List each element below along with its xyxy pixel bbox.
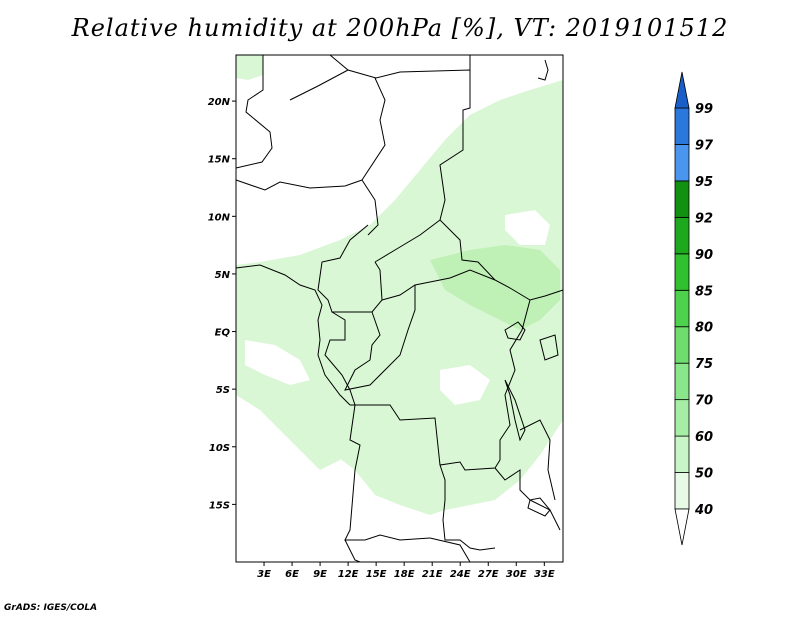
colorbar-label: 92 (695, 211, 713, 226)
colorbar-label: 85 (695, 284, 713, 299)
lon-tick-label: 3E (257, 569, 271, 580)
colorbar-label: 40 (694, 503, 713, 518)
lon-tick-label: 6E (285, 569, 299, 580)
colorbar-min-arrow (674, 508, 690, 546)
lake-outline (527, 499, 551, 517)
lat-tick-label: 5N (215, 270, 231, 281)
lake-outline (539, 334, 559, 361)
lat-tick-label: EQ (215, 328, 231, 339)
colorbar-label: 80 (695, 321, 713, 336)
lon-tick-label: 21E (422, 569, 443, 580)
colorbar-segment (674, 180, 690, 218)
colorbar-label: 99 (695, 102, 713, 117)
lon-tick-label: 24E (450, 569, 471, 580)
colorbar-segment (674, 326, 690, 364)
grads-credit: GrADS: IGES/COLA (4, 603, 98, 613)
border-line (374, 219, 441, 263)
colorbar-segment (674, 289, 690, 328)
humidity-region-clear-3 (505, 210, 550, 245)
colorbar-label: 90 (695, 248, 713, 263)
map-frame (235, 54, 564, 563)
colorbar-label: 70 (695, 394, 713, 409)
border-line (350, 299, 531, 471)
lon-tick-label: 12E (338, 569, 359, 580)
border-line (519, 419, 556, 501)
coastline (235, 264, 351, 406)
border-line (381, 269, 496, 301)
border-line (235, 55, 273, 169)
lon-tick-label: 33E (534, 569, 555, 580)
country-borders (235, 54, 564, 563)
lat-tick-label: 15N (208, 155, 231, 166)
colorbar-segment (674, 144, 690, 182)
border-line (439, 464, 496, 551)
lat-tick-label: 10S (209, 443, 230, 454)
coastline-east (537, 59, 549, 81)
colorbar-segment (674, 472, 690, 510)
colorbar: 40 50 60 70 75 80 85 90 92 95 97 99 (674, 71, 714, 546)
humidity-region-north (236, 55, 263, 80)
colorbar-label: 60 (695, 430, 713, 445)
lon-tick-label: 9E (313, 569, 327, 580)
lake-outline (504, 321, 526, 341)
colorbar-max-arrow (674, 71, 690, 109)
lat-tick-label: 5S (216, 385, 230, 396)
colorbar-segment (674, 362, 690, 401)
lat-tick-label: 10N (208, 212, 231, 223)
lake-outline (504, 379, 526, 442)
longitude-axis: 3E 6E 9E 12E 15E 18E 21E 24E 27E 30E 33E (257, 562, 555, 580)
lon-tick-label: 30E (506, 569, 527, 580)
border-line (344, 537, 471, 563)
lat-tick-label: 15S (209, 500, 230, 511)
border-line (324, 311, 356, 406)
colorbar-segment (674, 399, 690, 437)
colorbar-segment (674, 107, 690, 145)
border-line (317, 224, 383, 313)
colorbar-label: 50 (695, 467, 713, 482)
chart-title: Relative humidity at 200hPa [%], VT: 201… (71, 14, 729, 42)
lon-tick-label: 15E (366, 569, 387, 580)
border-line (344, 285, 416, 391)
border-line (289, 69, 386, 236)
colorbar-segment (674, 253, 690, 291)
colorbar-label: 95 (695, 175, 713, 190)
colorbar-label: 75 (695, 357, 713, 372)
lon-tick-label: 18E (394, 569, 415, 580)
colorbar-label: 97 (695, 138, 714, 153)
colorbar-segment (674, 435, 690, 473)
humidity-region-clear-2 (440, 365, 490, 405)
colorbar-segment (674, 216, 690, 255)
lon-tick-label: 27E (478, 569, 499, 580)
lat-tick-label: 20N (208, 97, 231, 108)
border-line (344, 404, 431, 541)
border-line (235, 179, 363, 191)
border-line (439, 55, 564, 301)
humidity-region-clear-1 (245, 340, 310, 385)
latitude-axis: 20N 15N 10N 5N EQ 5S 10S 15S (208, 97, 236, 511)
map-area (235, 54, 564, 563)
